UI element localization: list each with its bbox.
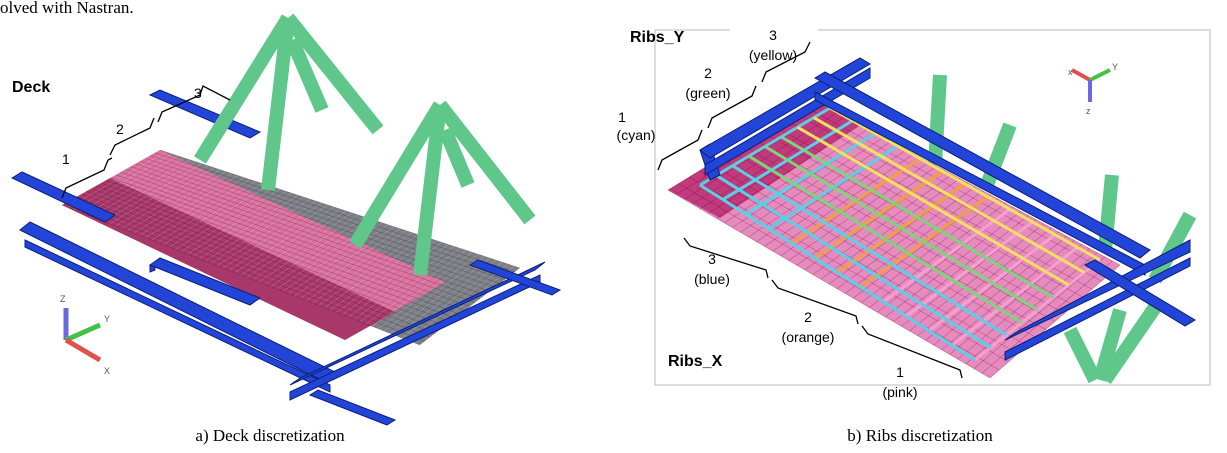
panel-title: Ribs_X (668, 353, 723, 370)
figure: olved with Nastran. Deck 1 2 3 Z Y X a) (0, 0, 1227, 453)
axis-label: x (1068, 67, 1073, 77)
rib-name: (pink) (882, 384, 917, 400)
axis-arrow (66, 340, 100, 360)
rib-name: (orange) (782, 329, 835, 345)
rib-name: (green) (685, 85, 730, 101)
rib-number: 3 (708, 251, 716, 267)
rib-name: (blue) (694, 271, 730, 287)
axis-label: X (104, 366, 110, 376)
rib-name: (cyan) (617, 127, 656, 143)
axis-label: Y (1112, 62, 1118, 72)
caption: a) Deck discretization (195, 426, 345, 445)
panel-title: Deck (12, 79, 50, 96)
zone-label: 1 (62, 151, 70, 167)
caption: b) Ribs discretization (847, 426, 993, 445)
header-text: olved with Nastran. (0, 0, 134, 17)
panel-title: Ribs_Y (630, 29, 685, 46)
deck-model (12, 18, 560, 425)
rib-number: 1 (896, 364, 904, 380)
axis-arrow (66, 325, 100, 340)
pylon (935, 75, 940, 165)
axis-label: Z (60, 294, 66, 304)
zone-label: 2 (116, 121, 124, 137)
axis-label: Y (104, 314, 110, 324)
rib-number: 2 (804, 309, 812, 325)
rib-number: 3 (769, 27, 777, 43)
rib-name: (yellow) (749, 47, 797, 63)
rib-number: 1 (618, 109, 626, 125)
label-box (730, 14, 818, 74)
axis-label: z (1086, 106, 1091, 116)
beam (310, 390, 395, 425)
rib-number: 2 (704, 65, 712, 81)
zone-label: 3 (194, 85, 202, 101)
